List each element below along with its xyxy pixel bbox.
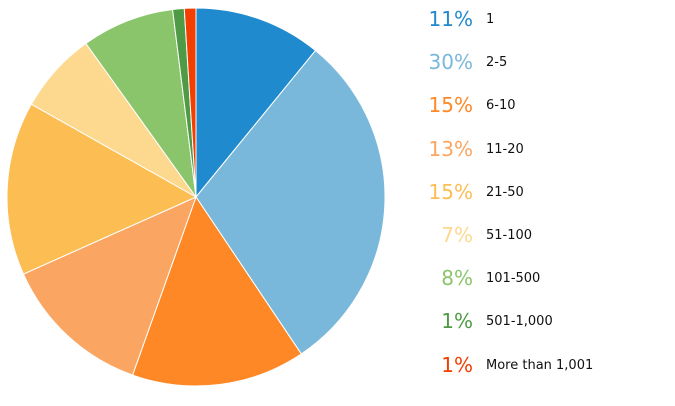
legend-label: 11-20 <box>486 141 524 157</box>
legend-item: 30% <box>0 47 473 77</box>
legend-item: 15% <box>0 90 473 120</box>
pie-slice-4 <box>6 103 198 275</box>
legend-percent: 15% <box>428 179 473 204</box>
legend-label: More than 1,001 <box>486 357 594 373</box>
legend-percent: 30% <box>428 50 473 75</box>
pie-slice-1 <box>195 49 386 355</box>
pie-slice-2 <box>131 195 303 387</box>
legend-percent: 8% <box>441 266 473 291</box>
pie-slice-3 <box>22 196 197 376</box>
legend-label: 51-100 <box>486 228 533 243</box>
legend-item: 15% <box>0 177 473 207</box>
legend-label: 501-1,000 <box>486 314 553 330</box>
legend-label: 6-10 <box>486 98 516 114</box>
legend-item: 11% <box>0 4 473 34</box>
legend-label: 21-50 <box>486 184 524 200</box>
legend-item: 8% <box>0 263 473 293</box>
legend-label: 101-500 <box>486 271 541 287</box>
legend-percent: 1% <box>441 309 473 334</box>
pie-chart <box>6 7 386 387</box>
legend-item: 1% <box>0 306 473 336</box>
legend-item: 7% <box>0 220 473 250</box>
legend-label: 1 <box>486 12 495 27</box>
legend-percent: 7% <box>441 223 473 247</box>
pie-slice-0 <box>195 7 317 199</box>
pie-slice-8 <box>183 7 197 198</box>
legend-label: 2-5 <box>486 55 508 71</box>
legend-percent: 11% <box>428 7 473 31</box>
legend-item: 13% <box>0 134 473 164</box>
legend-percent: 13% <box>428 136 473 161</box>
legend-item: 1% <box>0 350 473 380</box>
legend-percent: 1% <box>441 352 473 377</box>
pie-slice-6 <box>85 8 197 198</box>
legend-percent: 15% <box>428 93 473 118</box>
